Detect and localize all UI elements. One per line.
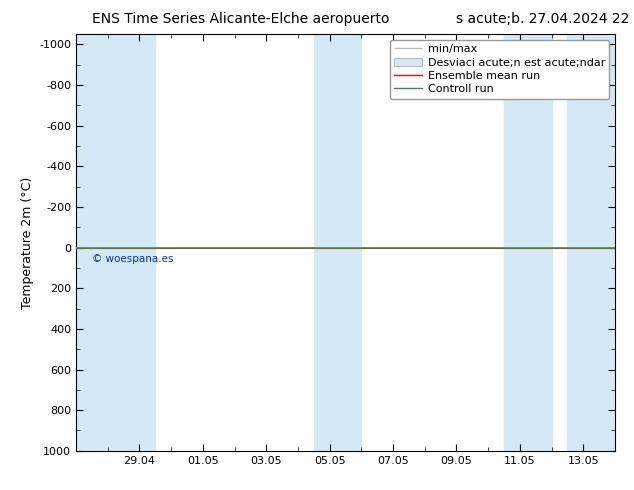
Y-axis label: Temperature 2m (°C): Temperature 2m (°C) [21, 176, 34, 309]
Bar [567, 34, 615, 451]
Text: ENS Time Series Alicante-Elche aeropuerto: ENS Time Series Alicante-Elche aeropuert… [92, 12, 390, 26]
Bar [504, 34, 552, 451]
Bar [314, 34, 361, 451]
Text: s acute;b. 27.04.2024 22 UTC: s acute;b. 27.04.2024 22 UTC [456, 12, 634, 26]
Legend: min/max, Desviaci acute;n est acute;ndar, Ensemble mean run, Controll run: min/max, Desviaci acute;n est acute;ndar… [390, 40, 609, 99]
Bar [76, 34, 155, 451]
Text: © woespana.es: © woespana.es [92, 254, 174, 264]
